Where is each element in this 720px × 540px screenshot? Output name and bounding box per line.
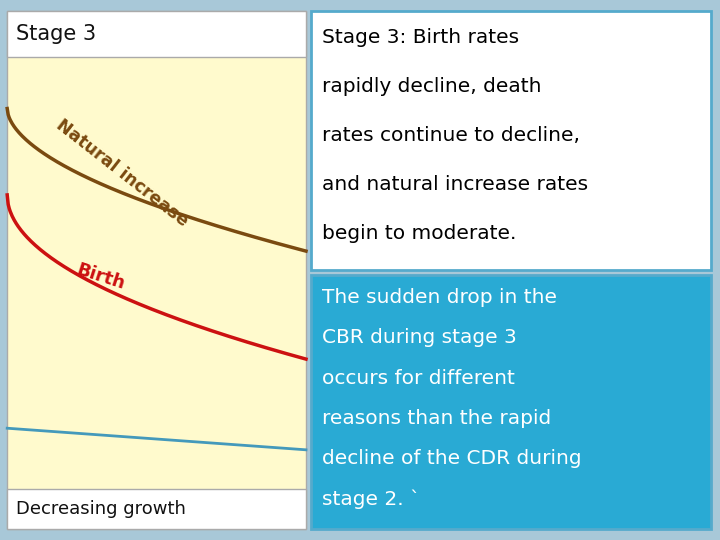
- Bar: [311, 11, 711, 270]
- Text: rates continue to decline,: rates continue to decline,: [322, 126, 580, 145]
- Text: begin to moderate.: begin to moderate.: [322, 224, 516, 243]
- Text: Decreasing growth: Decreasing growth: [16, 500, 186, 518]
- Text: stage 2. `: stage 2. `: [322, 489, 420, 509]
- Text: reasons than the rapid: reasons than the rapid: [322, 409, 551, 428]
- Text: and natural increase rates: and natural increase rates: [322, 175, 588, 194]
- Text: CBR during stage 3: CBR during stage 3: [322, 328, 516, 347]
- Text: Stage 3: Stage 3: [16, 24, 96, 44]
- Text: The sudden drop in the: The sudden drop in the: [322, 288, 557, 307]
- Text: Natural increase: Natural increase: [53, 116, 192, 231]
- Bar: [7, 11, 306, 57]
- Bar: [7, 11, 306, 529]
- Text: occurs for different: occurs for different: [322, 369, 515, 388]
- Bar: [311, 275, 711, 529]
- Text: rapidly decline, death: rapidly decline, death: [322, 77, 541, 96]
- Bar: [7, 489, 306, 529]
- Text: Stage 3: Birth rates: Stage 3: Birth rates: [322, 28, 519, 47]
- Text: decline of the CDR during: decline of the CDR during: [322, 449, 582, 468]
- Text: Birth: Birth: [74, 261, 127, 293]
